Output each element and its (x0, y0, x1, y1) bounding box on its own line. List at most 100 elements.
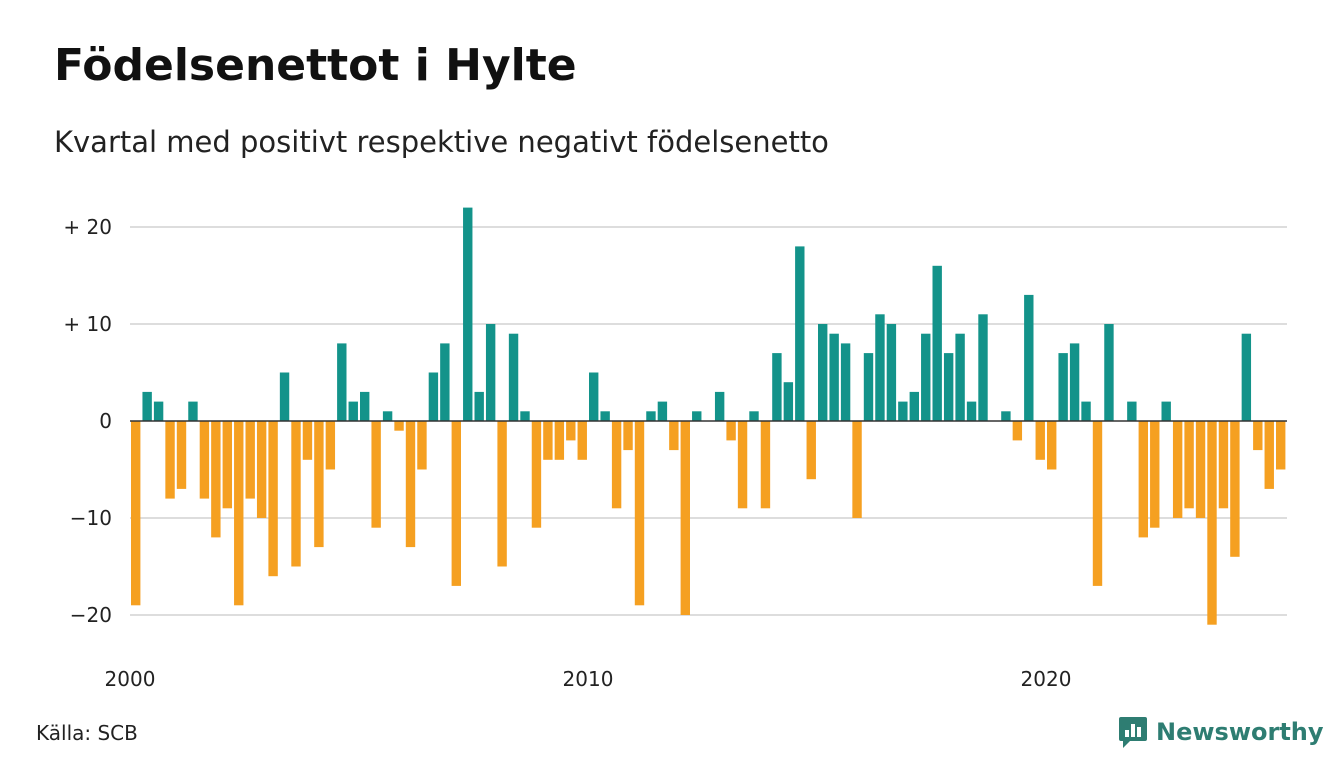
bar (852, 421, 862, 518)
bar (508, 333, 519, 421)
bar (1001, 411, 1011, 421)
bar (405, 421, 416, 548)
bar (898, 401, 908, 421)
bar (188, 401, 198, 421)
bar (1024, 294, 1034, 421)
source-note: Källa: SCB (36, 721, 138, 745)
bar (1069, 343, 1080, 421)
bar (875, 314, 885, 421)
bar (1150, 421, 1160, 528)
bar (680, 421, 690, 615)
bars (131, 207, 1286, 625)
bar (337, 343, 347, 421)
bar (451, 421, 461, 586)
bar (153, 401, 164, 421)
bar (646, 411, 656, 421)
bar (921, 333, 931, 421)
bar (360, 391, 370, 421)
bar (474, 391, 484, 421)
bar (806, 421, 816, 480)
bar (543, 421, 553, 460)
bar (749, 411, 759, 421)
bar-chart: + 20 + 10 0 −10 −20 2000 2010 2020 (63, 207, 1287, 691)
bar (1276, 421, 1286, 470)
brand-logo: Newsworthy (1118, 712, 1324, 752)
bar (611, 421, 622, 509)
bar (520, 411, 530, 421)
bar (886, 324, 897, 421)
chart-title: Födelsenettot i Hylte (54, 40, 577, 91)
bar (1184, 421, 1194, 509)
bar (978, 314, 988, 421)
bar (1035, 421, 1045, 460)
bar (566, 421, 576, 441)
bar (211, 421, 221, 538)
bar (394, 421, 404, 431)
bar (840, 343, 851, 421)
bar (863, 353, 874, 421)
bar (222, 421, 232, 509)
bar (131, 421, 141, 606)
bar (1081, 401, 1091, 421)
y-tick-label: −10 (70, 506, 112, 530)
bar (382, 411, 393, 421)
bar (142, 391, 152, 421)
bar (463, 207, 473, 421)
bar (440, 343, 450, 421)
bar (199, 421, 210, 499)
bar (657, 401, 668, 421)
bar (302, 421, 313, 460)
bar (1104, 324, 1114, 421)
newsworthy-logo-icon (1119, 717, 1147, 748)
bar (726, 421, 736, 441)
bar (577, 421, 587, 460)
bar (966, 401, 977, 421)
bar (955, 333, 965, 421)
bar (943, 353, 954, 421)
bar (623, 421, 633, 451)
bar (589, 372, 599, 421)
bar (234, 421, 244, 606)
bar (176, 421, 187, 489)
bar (497, 421, 507, 567)
bar (1230, 421, 1240, 557)
bar (325, 421, 336, 470)
bar (1138, 421, 1148, 538)
bar (314, 421, 324, 548)
bar (1264, 421, 1274, 489)
bar (256, 421, 267, 518)
bar (692, 411, 702, 421)
bar (1047, 421, 1057, 470)
bar (1195, 421, 1206, 518)
chart-subtitle: Kvartal med positivt respektive negativt… (54, 125, 829, 159)
x-tick-label: 2000 (105, 667, 156, 691)
bar (1241, 333, 1252, 421)
bar (531, 421, 542, 528)
bar (669, 421, 679, 451)
bar (245, 421, 255, 499)
bar (348, 401, 358, 421)
bar (1253, 421, 1263, 451)
bar (760, 421, 771, 509)
bar (417, 421, 427, 470)
y-tick-label: 0 (99, 409, 112, 433)
bar (1127, 401, 1137, 421)
bar (818, 324, 828, 421)
bar (1161, 401, 1171, 421)
bar (485, 324, 496, 421)
x-tick-label: 2020 (1021, 667, 1072, 691)
bar (714, 391, 725, 421)
bar (795, 246, 805, 421)
bar (554, 421, 565, 460)
y-tick-label: −20 (70, 603, 112, 627)
bar (165, 421, 175, 499)
bar (600, 411, 610, 421)
bar (932, 265, 942, 421)
bar (279, 372, 290, 421)
x-axis-ticks: 2000 2010 2020 (105, 667, 1072, 691)
bar (1058, 353, 1068, 421)
y-tick-label: + 20 (63, 215, 112, 239)
bar (371, 421, 381, 528)
bar (428, 372, 439, 421)
bar (829, 333, 839, 421)
